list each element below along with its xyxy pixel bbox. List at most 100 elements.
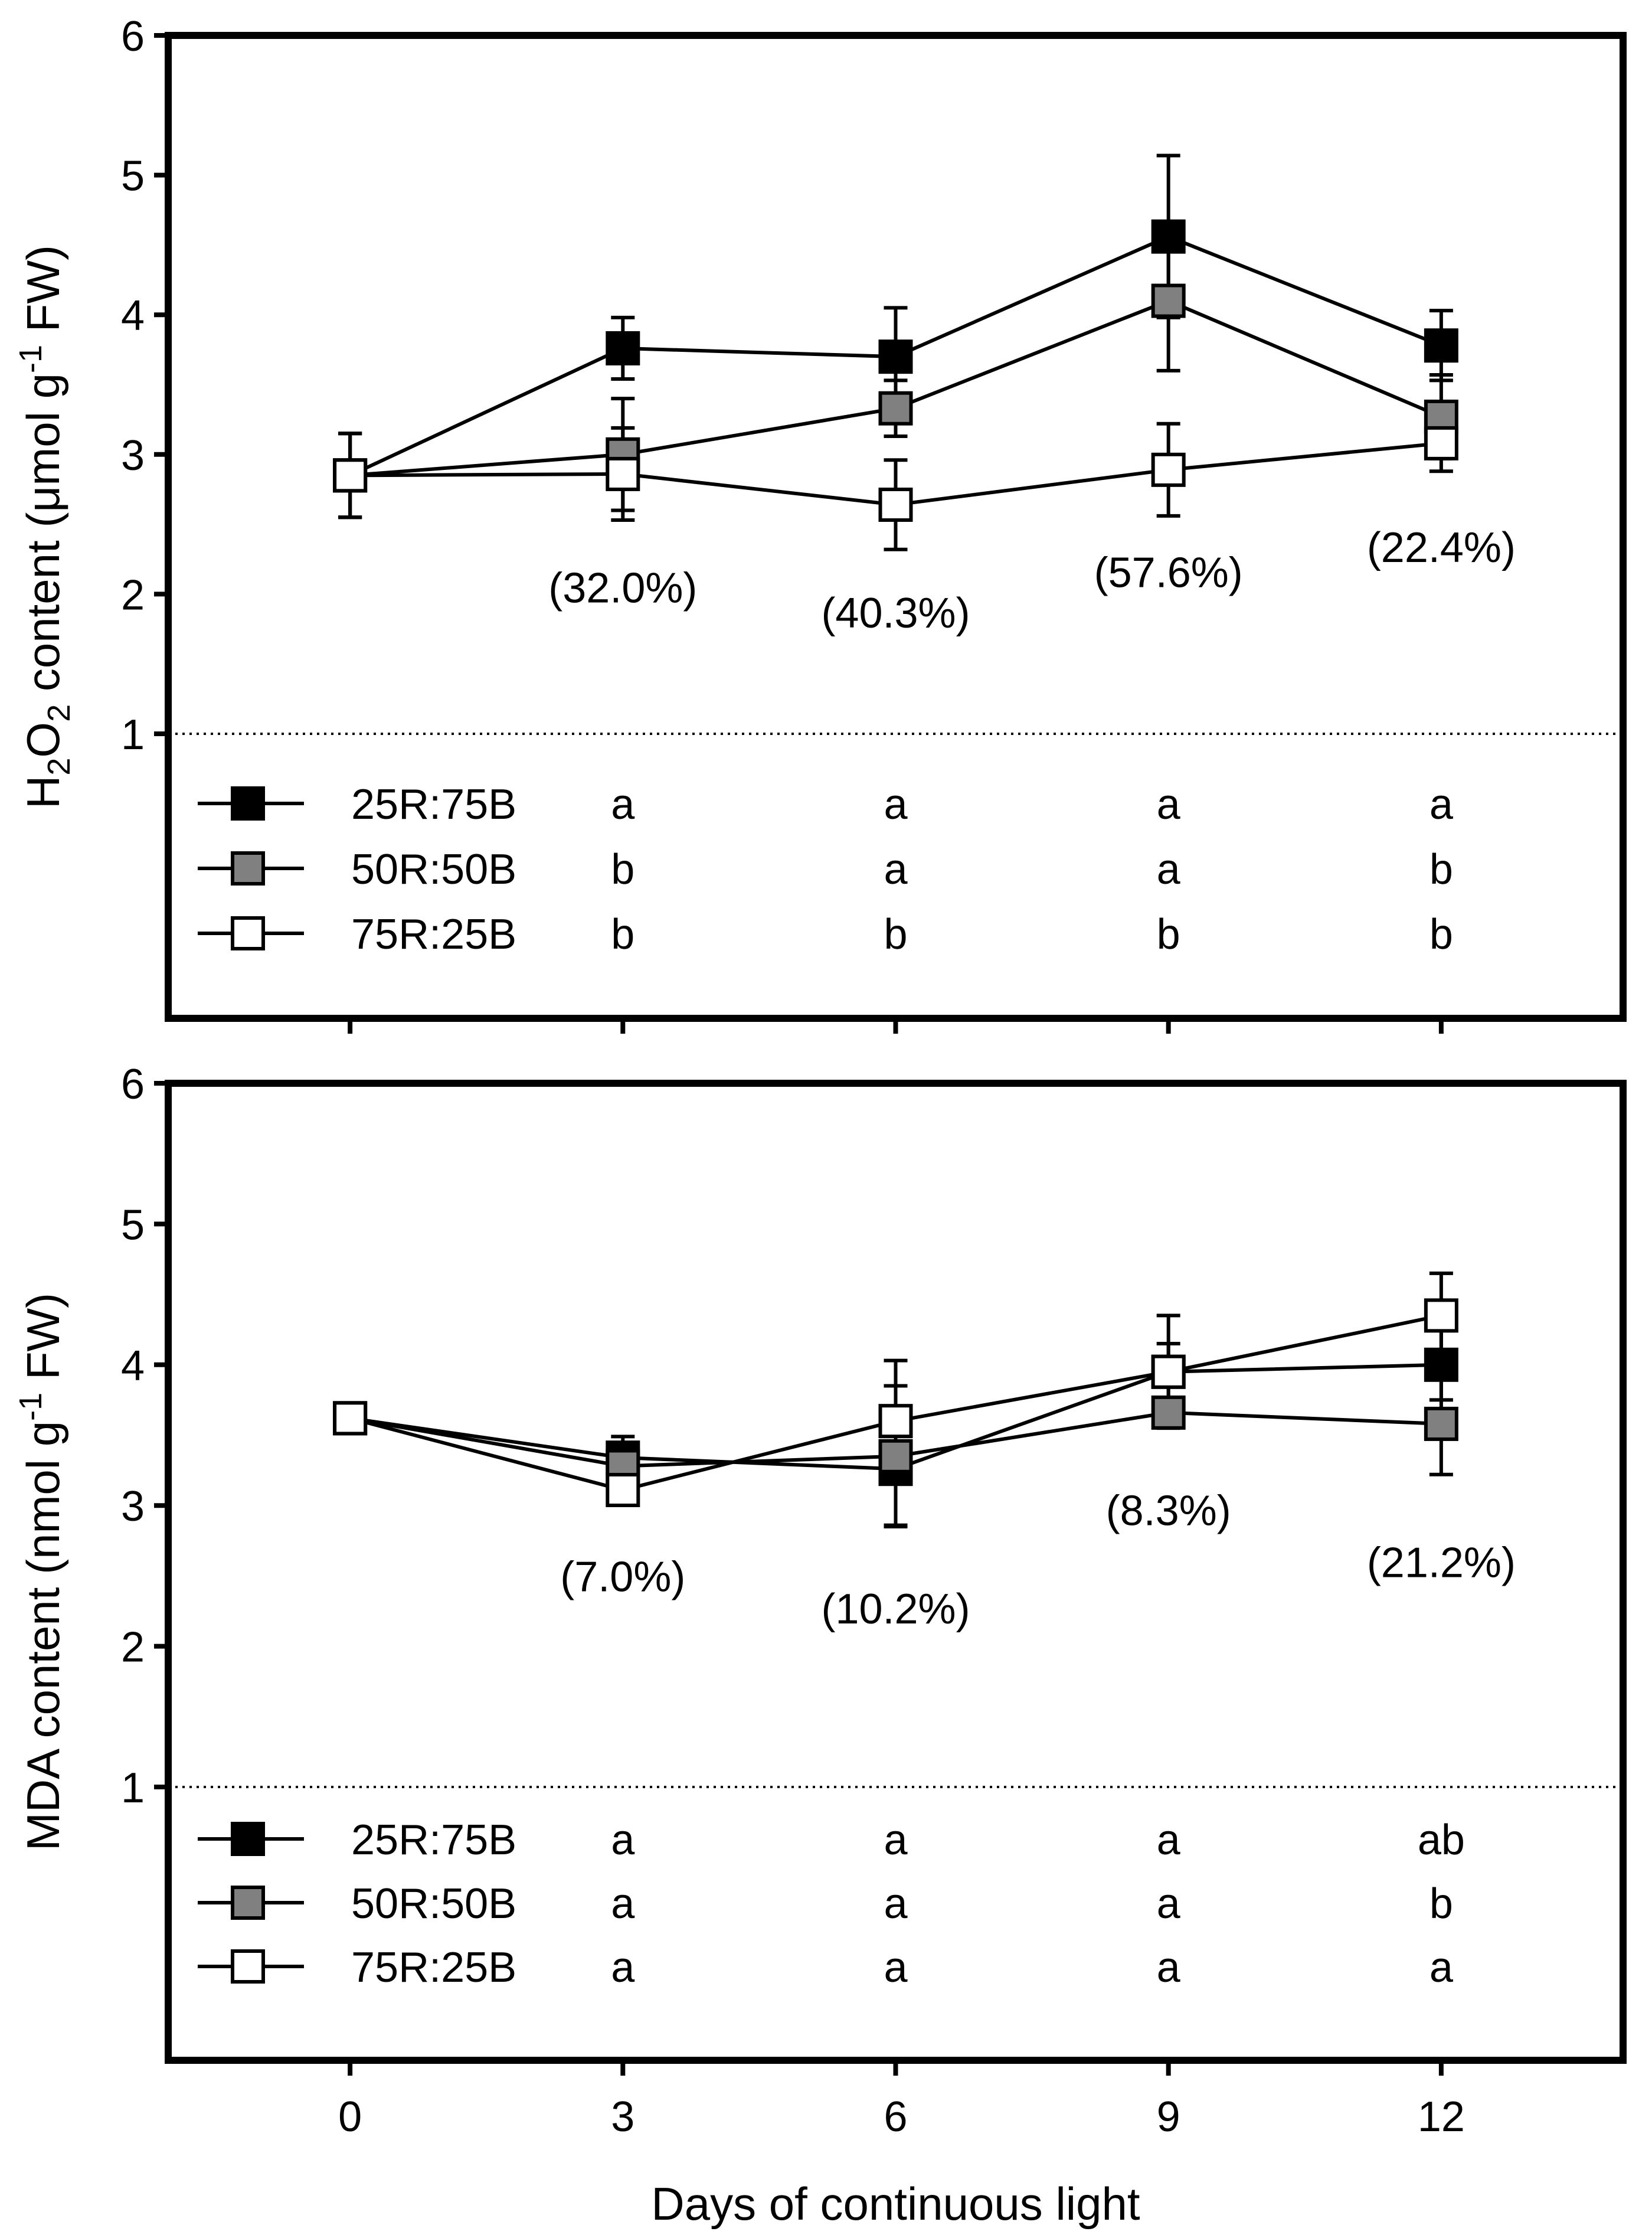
legend-marker bbox=[231, 1949, 265, 1984]
data-point bbox=[1151, 1395, 1186, 1430]
y-tick-label: 4 bbox=[121, 292, 145, 339]
data-point bbox=[878, 339, 913, 374]
significance-letter: a bbox=[611, 1880, 635, 1927]
significance-letter: a bbox=[884, 1880, 908, 1927]
y-tick-label: 6 bbox=[121, 13, 145, 60]
significance-letter: a bbox=[884, 1816, 908, 1864]
h2o2-panel: 1 2 3 4 5 6 (32.0%) (40.3%) (57.6%) (22.4%) 25R:… bbox=[13, 13, 1627, 1034]
significance-letter: a bbox=[1157, 1880, 1181, 1927]
legend-label: 25R:75B bbox=[351, 1816, 516, 1864]
percent-annotation: (32.0%) bbox=[548, 565, 697, 612]
significance-letter: a bbox=[884, 781, 908, 828]
x-tick-label: 6 bbox=[884, 2093, 907, 2141]
x-axis-title: Days of continuous light bbox=[651, 2178, 1140, 2230]
x-tick-label: 12 bbox=[1418, 2093, 1465, 2141]
markers-25R:75B bbox=[333, 219, 1458, 493]
h2o2-legend: 25R:75B 50R:50B 75R:25B bbox=[198, 781, 516, 958]
y-tick-label: 5 bbox=[121, 153, 145, 200]
y-tick-label: 1 bbox=[121, 1765, 145, 1812]
data-point bbox=[606, 1472, 640, 1507]
significance-letter: a bbox=[1429, 781, 1454, 828]
data-point bbox=[878, 487, 913, 522]
data-point bbox=[1424, 1406, 1458, 1441]
data-point bbox=[1151, 1354, 1186, 1389]
markers-75R:25B bbox=[333, 426, 1458, 522]
significance-letter: a bbox=[611, 1816, 635, 1864]
x-tick-label: 0 bbox=[338, 2093, 362, 2141]
data-point bbox=[878, 391, 913, 426]
y-tick-label: 6 bbox=[121, 1061, 145, 1108]
data-point bbox=[333, 458, 368, 493]
significance-letter: a bbox=[1157, 1816, 1181, 1864]
legend-marker bbox=[231, 1822, 265, 1856]
y-tick-label: 3 bbox=[121, 432, 145, 479]
significance-letter: a bbox=[611, 1944, 635, 1991]
data-point bbox=[1424, 328, 1458, 363]
data-point bbox=[333, 1401, 368, 1436]
significance-letter: a bbox=[1157, 846, 1181, 893]
y-tick-label: 2 bbox=[121, 571, 145, 619]
data-point bbox=[606, 331, 640, 365]
percent-annotation: (10.2%) bbox=[821, 1586, 970, 1633]
mda-significance-letters: a a a aba a a ba a a a bbox=[611, 1816, 1465, 1991]
data-point bbox=[1424, 1347, 1458, 1382]
percent-annotation: (22.4%) bbox=[1367, 524, 1516, 571]
mda-annotations: (7.0%) (10.2%) (8.3%) (21.2%) bbox=[560, 1487, 1516, 1633]
significance-letter: b bbox=[1429, 1880, 1453, 1927]
significance-letter: b bbox=[1429, 911, 1453, 958]
significance-letter: a bbox=[884, 1944, 908, 1991]
significance-letter: b bbox=[611, 846, 634, 893]
h2o2-x-ticks bbox=[348, 1018, 1444, 1034]
data-point bbox=[878, 1439, 913, 1474]
x-tick-label: 3 bbox=[611, 2093, 634, 2141]
significance-letter: a bbox=[611, 781, 635, 828]
significance-letter: a bbox=[1157, 1944, 1181, 1991]
h2o2-annotations: (32.0%) (40.3%) (57.6%) (22.4%) bbox=[548, 524, 1516, 637]
significance-letter: ab bbox=[1418, 1816, 1465, 1864]
data-point bbox=[1424, 426, 1458, 460]
mda-y-axis-title: MDA content (nmol g-1 FW) bbox=[13, 1293, 69, 1851]
data-point bbox=[606, 456, 640, 491]
x-tick-label: 9 bbox=[1157, 2093, 1180, 2141]
h2o2-y-ticks: 1 2 3 4 5 6 bbox=[121, 13, 168, 759]
data-point bbox=[1151, 452, 1186, 487]
percent-annotation: (57.6%) bbox=[1094, 550, 1243, 597]
data-point bbox=[1151, 219, 1186, 254]
y-tick-label: 4 bbox=[121, 1342, 145, 1390]
percent-annotation: (8.3%) bbox=[1106, 1487, 1231, 1534]
h2o2-significance-letters: a a a ab a a bb b b b bbox=[611, 781, 1454, 958]
significance-letter: a bbox=[1157, 781, 1181, 828]
significance-letter: b bbox=[611, 911, 634, 958]
significance-letter: a bbox=[1429, 1944, 1454, 1991]
y-tick-label: 3 bbox=[121, 1483, 145, 1530]
significance-letter: b bbox=[1157, 911, 1180, 958]
legend-marker bbox=[231, 1886, 265, 1920]
legend-label: 50R:50B bbox=[351, 846, 516, 893]
legend-label: 75R:25B bbox=[351, 911, 516, 958]
mda-series bbox=[333, 1271, 1458, 1528]
mda-x-ticks: 0 3 6 9 12 bbox=[338, 2060, 1465, 2141]
significance-letter: b bbox=[884, 911, 907, 958]
mda-legend: 25R:75B 50R:50B 75R:25B bbox=[198, 1816, 516, 1991]
data-point bbox=[1424, 1298, 1458, 1333]
significance-letter: a bbox=[884, 846, 908, 893]
data-point bbox=[1151, 283, 1186, 318]
y-tick-label: 1 bbox=[121, 711, 145, 759]
y-tick-label: 2 bbox=[121, 1624, 145, 1671]
h2o2-series bbox=[333, 153, 1458, 551]
legend-label: 25R:75B bbox=[351, 781, 516, 828]
data-point bbox=[878, 1404, 913, 1439]
legend-marker bbox=[231, 851, 265, 886]
legend-marker bbox=[231, 916, 265, 950]
significance-letter: b bbox=[1429, 846, 1453, 893]
h2o2-y-axis-title: H2O2 content (μmol g-1 FW) bbox=[13, 245, 77, 809]
percent-annotation: (7.0%) bbox=[560, 1553, 685, 1600]
percent-annotation: (40.3%) bbox=[821, 590, 970, 637]
markers-75R:25B bbox=[333, 1298, 1458, 1507]
mda-y-ticks: 1 2 3 4 5 6 bbox=[121, 1061, 168, 1812]
y-tick-label: 5 bbox=[121, 1201, 145, 1249]
legend-label: 75R:25B bbox=[351, 1944, 516, 1991]
legend-marker bbox=[231, 786, 265, 821]
